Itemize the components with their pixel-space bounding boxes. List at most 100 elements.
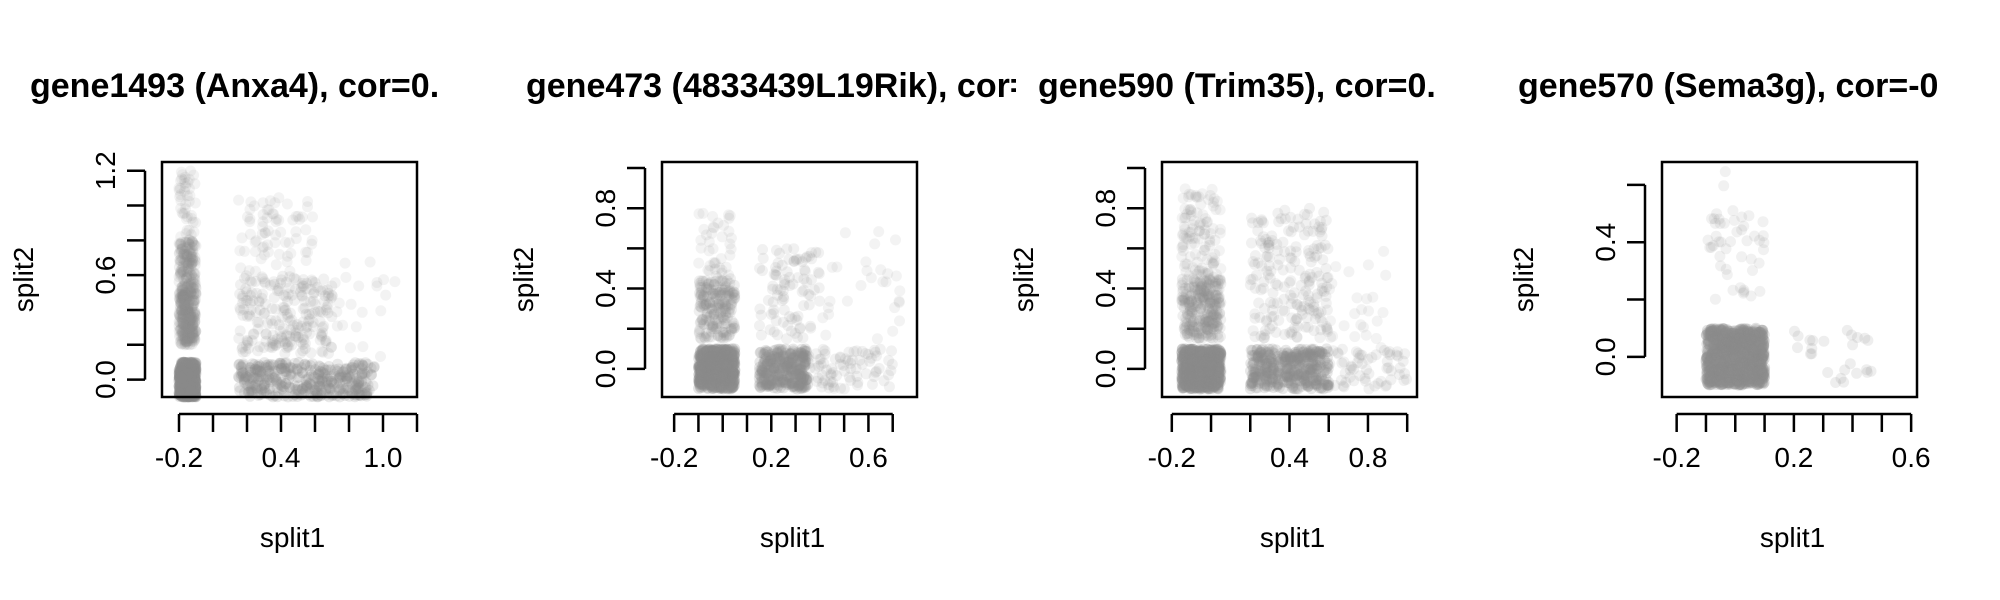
data-point xyxy=(186,386,198,398)
data-point xyxy=(174,371,186,383)
data-point xyxy=(181,373,193,385)
data-point xyxy=(189,372,201,384)
data-point xyxy=(1246,376,1258,388)
data-point xyxy=(181,379,193,391)
data-point xyxy=(768,304,780,316)
data-point xyxy=(184,370,196,381)
data-point xyxy=(185,386,197,398)
data-point xyxy=(176,358,188,370)
data-point xyxy=(184,382,196,394)
data-point xyxy=(188,367,200,379)
data-point xyxy=(1199,244,1211,256)
data-point xyxy=(175,366,187,378)
data-point xyxy=(244,310,256,322)
data-point xyxy=(331,306,343,318)
data-point xyxy=(178,380,190,392)
data-point xyxy=(177,378,189,390)
data-point xyxy=(187,376,199,388)
data-point xyxy=(269,237,281,249)
data-point xyxy=(180,373,192,385)
data-point xyxy=(380,289,392,301)
data-point xyxy=(183,387,194,399)
data-point xyxy=(179,380,191,392)
data-point xyxy=(1177,228,1189,240)
data-point xyxy=(805,322,817,334)
data-point xyxy=(839,227,851,239)
data-point xyxy=(179,376,191,387)
data-point xyxy=(1284,277,1295,288)
data-point xyxy=(1265,361,1277,372)
data-point xyxy=(183,365,195,377)
data-point xyxy=(179,384,191,396)
data-point xyxy=(860,256,872,268)
data-point xyxy=(189,387,201,399)
data-point xyxy=(177,366,189,378)
data-point xyxy=(179,373,191,385)
data-point xyxy=(281,198,293,210)
data-point xyxy=(759,346,771,358)
data-point xyxy=(186,364,198,376)
data-point xyxy=(185,362,196,374)
data-point xyxy=(778,351,790,363)
data-point xyxy=(189,360,200,372)
data-point xyxy=(700,275,712,287)
data-point xyxy=(887,325,899,337)
data-point xyxy=(841,295,853,307)
data-point xyxy=(188,378,200,390)
data-point xyxy=(767,283,778,295)
data-point xyxy=(186,364,198,376)
data-point xyxy=(181,357,193,369)
data-point xyxy=(1207,289,1219,300)
data-point xyxy=(177,359,189,371)
data-point xyxy=(1255,284,1267,296)
data-point xyxy=(237,341,248,353)
data-point xyxy=(1209,234,1221,246)
data-point xyxy=(186,367,198,379)
data-point xyxy=(187,386,199,397)
data-point xyxy=(786,381,798,393)
data-point xyxy=(180,376,192,388)
data-point xyxy=(175,371,187,383)
data-point xyxy=(175,379,187,391)
data-point xyxy=(189,375,201,387)
data-point xyxy=(1260,233,1272,245)
data-point xyxy=(181,372,193,384)
data-point xyxy=(181,374,193,386)
data-point xyxy=(1252,217,1264,229)
data-point xyxy=(754,303,766,315)
data-point xyxy=(1179,203,1191,215)
data-point xyxy=(184,365,196,377)
data-point xyxy=(183,377,195,389)
y-tick-label: 0.8 xyxy=(590,189,621,228)
data-point xyxy=(1204,190,1216,201)
data-point xyxy=(188,385,200,397)
data-point xyxy=(1193,225,1205,237)
data-point xyxy=(180,380,192,392)
data-point xyxy=(176,372,188,384)
data-point xyxy=(174,366,186,377)
data-point xyxy=(1177,192,1189,204)
data-point xyxy=(178,369,189,381)
data-point xyxy=(174,378,186,390)
data-point xyxy=(187,376,198,387)
data-point xyxy=(185,378,197,389)
data-point xyxy=(182,361,194,373)
data-point xyxy=(290,330,301,342)
data-point xyxy=(1288,355,1300,367)
data-point xyxy=(174,368,185,380)
data-point xyxy=(188,376,200,388)
data-point xyxy=(819,348,831,360)
data-point xyxy=(174,365,186,377)
data-point xyxy=(340,271,352,283)
data-point xyxy=(184,370,195,382)
data-point xyxy=(184,368,195,379)
data-point xyxy=(177,373,189,385)
data-point xyxy=(339,257,351,269)
data-point xyxy=(179,375,191,387)
data-point xyxy=(1212,346,1224,358)
data-point xyxy=(187,363,199,375)
data-point xyxy=(182,377,194,389)
data-point xyxy=(178,385,190,397)
data-point xyxy=(186,376,198,387)
data-point xyxy=(1315,242,1327,254)
